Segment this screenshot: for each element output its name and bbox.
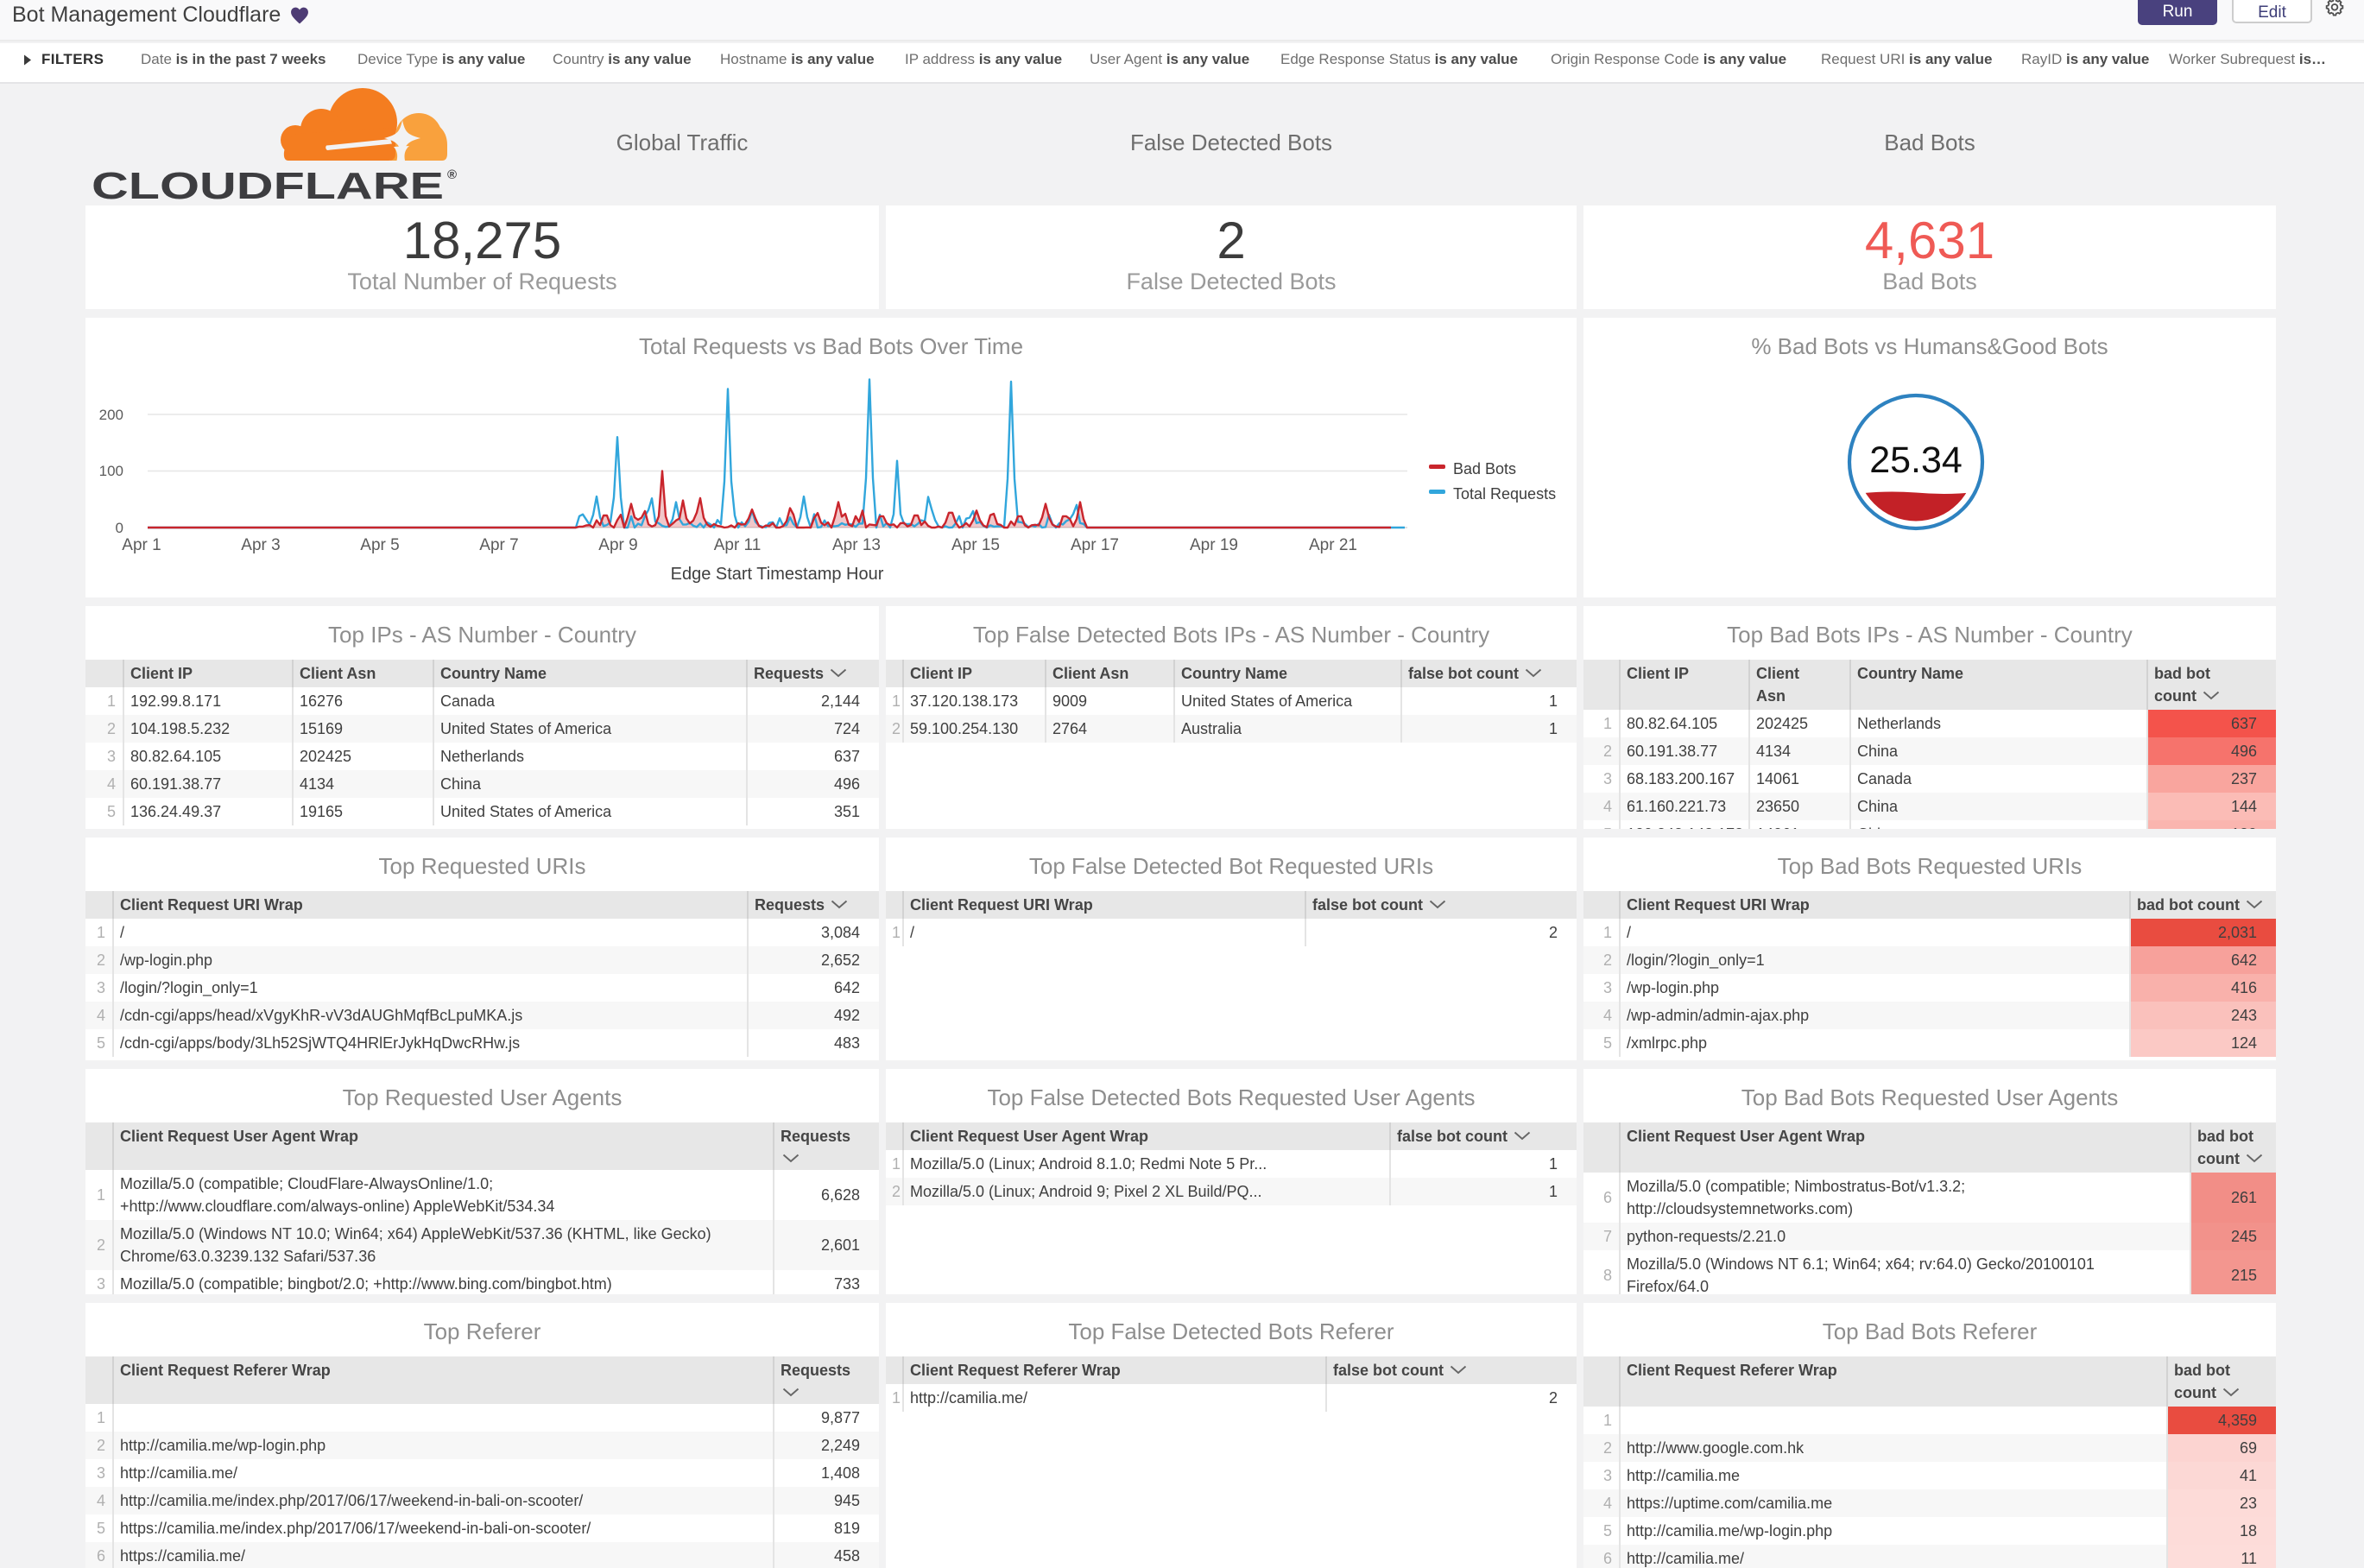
svg-text:Bad Bots: Bad Bots bbox=[1453, 460, 1516, 477]
svg-text:Apr 7: Apr 7 bbox=[479, 536, 518, 554]
svg-text:0: 0 bbox=[116, 520, 123, 536]
svg-text:Apr 5: Apr 5 bbox=[360, 536, 399, 554]
svg-text:Edge Start Timestamp Hour: Edge Start Timestamp Hour bbox=[671, 565, 884, 584]
svg-text:200: 200 bbox=[99, 407, 123, 423]
svg-text:Apr 13: Apr 13 bbox=[832, 536, 881, 554]
svg-text:Apr 1: Apr 1 bbox=[122, 536, 161, 554]
svg-text:Apr 15: Apr 15 bbox=[951, 536, 1000, 554]
svg-text:Total Requests: Total Requests bbox=[1453, 485, 1556, 503]
svg-text:Apr 17: Apr 17 bbox=[1071, 536, 1119, 554]
svg-text:25.34: 25.34 bbox=[1869, 439, 1963, 481]
svg-text:Apr 9: Apr 9 bbox=[598, 536, 637, 554]
svg-text:®: ® bbox=[447, 168, 457, 182]
svg-text:Apr 21: Apr 21 bbox=[1309, 536, 1357, 554]
svg-text:CLOUDFLARE: CLOUDFLARE bbox=[92, 165, 444, 203]
svg-text:Apr 11: Apr 11 bbox=[714, 536, 762, 554]
svg-text:Apr 3: Apr 3 bbox=[241, 536, 280, 554]
svg-text:Apr 19: Apr 19 bbox=[1190, 536, 1238, 554]
svg-text:100: 100 bbox=[99, 463, 123, 479]
